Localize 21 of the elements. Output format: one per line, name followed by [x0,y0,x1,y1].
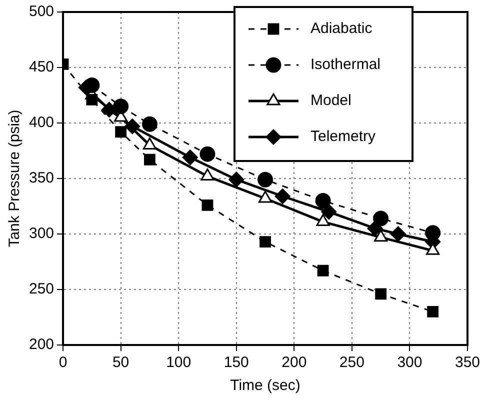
y-tick-label: 350 [28,170,54,187]
x-tick-label: 350 [454,354,480,372]
y-tick-label: 450 [28,58,54,76]
y-tick-label: 400 [28,114,54,132]
y-tick-label: 300 [28,225,54,242]
legend-label: Isothermal [310,56,381,74]
legend-label: Model [310,92,352,110]
x-tick-label: 250 [339,354,364,372]
x-tick-label: 0 [58,354,68,372]
y-tick-label: 200 [28,336,54,354]
x-tick-label: 300 [397,354,422,372]
y-axis-title: Tank Pressure (psia) [6,110,24,248]
x-axis-title: Time (sec) [230,377,300,394]
y-tick-label: 250 [28,280,54,298]
x-tick-label: 200 [282,354,307,372]
x-tick-label: 150 [224,354,249,372]
legend-label: Telemetry [310,128,376,146]
legend-label: Adiabatic [310,20,373,38]
y-tick-label: 500 [28,3,54,20]
x-tick-label: 50 [112,354,130,372]
x-tick-label: 100 [166,354,192,372]
